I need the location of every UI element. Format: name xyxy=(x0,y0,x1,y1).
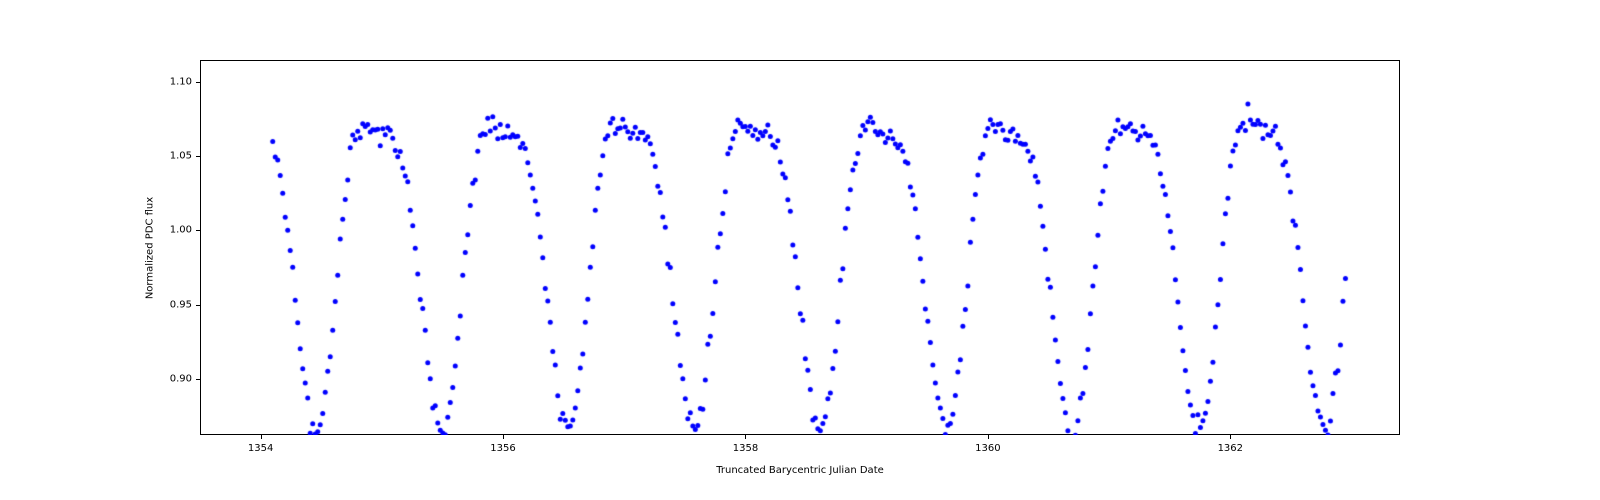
x-tick xyxy=(1230,435,1231,439)
y-tick xyxy=(196,156,200,157)
y-tick xyxy=(196,379,200,380)
x-tick-label: 1358 xyxy=(733,443,758,454)
x-tick-label: 1362 xyxy=(1218,443,1243,454)
x-tick xyxy=(745,435,746,439)
x-tick-label: 1354 xyxy=(248,443,273,454)
y-tick-label: 0.95 xyxy=(160,299,192,310)
y-tick xyxy=(196,305,200,306)
x-tick xyxy=(261,435,262,439)
y-tick-label: 1.05 xyxy=(160,151,192,162)
x-tick-label: 1356 xyxy=(490,443,515,454)
y-tick-label: 1.10 xyxy=(160,77,192,88)
x-axis-label: Truncated Barycentric Julian Date xyxy=(716,465,884,476)
y-axis-label: Normalized PDC flux xyxy=(145,196,156,298)
y-tick-label: 0.90 xyxy=(160,373,192,384)
y-tick xyxy=(196,82,200,83)
figure: 1354 1356 1358 1360 1362 0.90 0.95 1.00 1.05 1.10… xyxy=(0,0,1600,500)
x-tick-label: 1360 xyxy=(975,443,1000,454)
x-tick xyxy=(503,435,504,439)
x-tick xyxy=(988,435,989,439)
y-tick xyxy=(196,230,200,231)
scatter-plot xyxy=(200,60,1400,435)
y-tick-label: 1.00 xyxy=(160,225,192,236)
